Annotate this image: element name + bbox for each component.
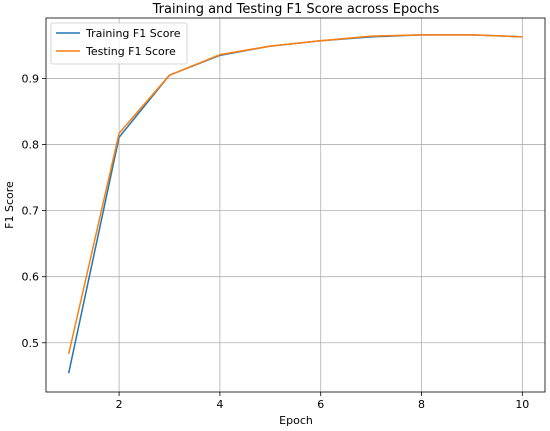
y-tick-label: 0.9 [22,72,40,85]
series-line-training [67,34,523,374]
y-tick-label: 0.5 [22,337,40,350]
axis-ticks: 2 4 6 8 10 0.5 0.6 0.7 0.8 0.9 [22,72,530,411]
legend-label-training: Training F1 Score [85,27,181,40]
legend: Training F1 Score Testing F1 Score [50,22,188,65]
series-lines [67,34,523,374]
plot-area-frame [45,17,546,393]
y-tick-label: 0.8 [22,139,40,152]
grid-lines [46,18,545,392]
x-tick-label: 8 [418,398,425,411]
x-tick-label: 6 [317,398,324,411]
x-tick-label: 4 [216,398,223,411]
chart-title: Training and Testing F1 Score across Epo… [152,2,440,17]
y-tick-label: 0.7 [22,205,40,218]
y-tick-label: 0.6 [22,271,40,284]
y-axis-label: F1 Score [3,181,16,229]
legend-label-testing: Testing F1 Score [85,45,176,58]
x-axis-label: Epoch [279,414,313,427]
legend-box [50,22,188,65]
x-tick-label: 10 [515,398,529,411]
series-line-testing [67,34,523,355]
x-tick-label: 2 [116,398,123,411]
